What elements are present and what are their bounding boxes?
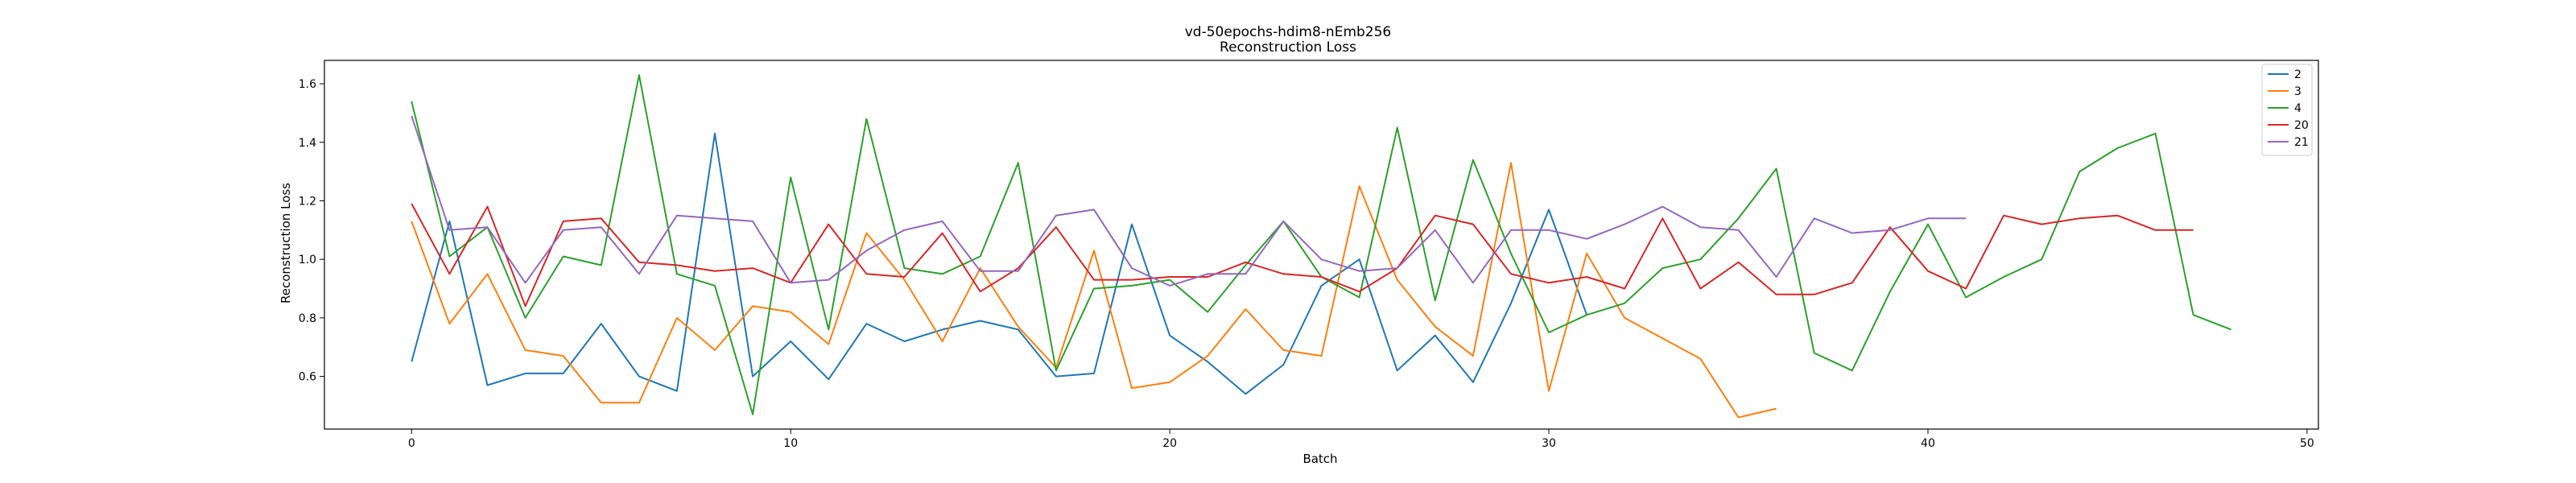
y-tick-label: 1.2: [299, 195, 316, 208]
series-line-3: [411, 162, 1777, 419]
y-tick-label: 1.0: [299, 254, 316, 266]
legend: 2 3 4 20 21: [2261, 64, 2313, 156]
y-axis-label: Reconstruction Loss: [279, 183, 293, 303]
x-tick-label: 40: [1921, 437, 1935, 450]
chart-subtitle: Reconstruction Loss: [1220, 39, 1356, 56]
series-line-20: [411, 203, 2194, 308]
y-axis-ticks: 0.6 0.8 1.0 1.2 1.4 1.6: [299, 78, 324, 384]
series-line-2: [411, 132, 1588, 395]
legend-label: 2: [2294, 68, 2301, 81]
x-tick-label: 0: [408, 437, 415, 450]
x-tick-label: 50: [2300, 437, 2314, 450]
series-layer: [411, 74, 2232, 419]
x-axis-label: Batch: [1302, 452, 1337, 466]
y-tick-label: 0.6: [299, 371, 316, 384]
chart-title: vd-50epochs-hdim8-nEmb256: [1185, 24, 1392, 40]
x-tick-label: 10: [783, 437, 798, 450]
legend-label: 21: [2294, 136, 2309, 149]
series-line-21: [411, 115, 1967, 287]
legend-label: 4: [2294, 102, 2301, 115]
x-tick-label: 30: [1542, 437, 1556, 450]
x-tick-label: 20: [1162, 437, 1177, 450]
legend-label: 3: [2294, 85, 2301, 98]
y-tick-label: 1.6: [299, 78, 316, 91]
x-axis-ticks: 0 10 20 30 40 50: [408, 429, 2314, 450]
y-tick-label: 1.4: [299, 137, 316, 150]
series-line-4: [411, 74, 2232, 415]
legend-label: 20: [2294, 119, 2309, 132]
legend-box: [2261, 64, 2313, 156]
plot-frame: [324, 60, 2319, 430]
y-tick-label: 0.8: [299, 312, 316, 325]
